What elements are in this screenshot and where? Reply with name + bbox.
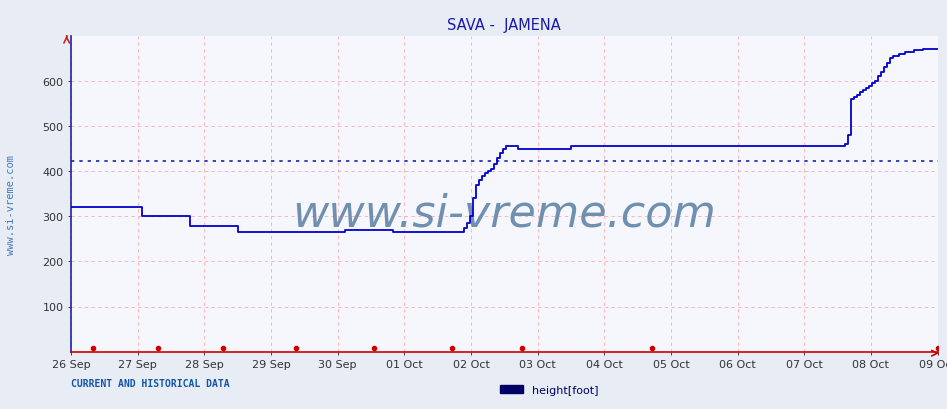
Text: CURRENT AND HISTORICAL DATA: CURRENT AND HISTORICAL DATA: [71, 378, 230, 389]
Text: www.si-vreme.com: www.si-vreme.com: [293, 192, 716, 235]
Text: www.si-vreme.com: www.si-vreme.com: [7, 155, 16, 254]
Title: SAVA -  JAMENA: SAVA - JAMENA: [447, 18, 562, 33]
Legend: height[foot]: height[foot]: [496, 380, 602, 399]
